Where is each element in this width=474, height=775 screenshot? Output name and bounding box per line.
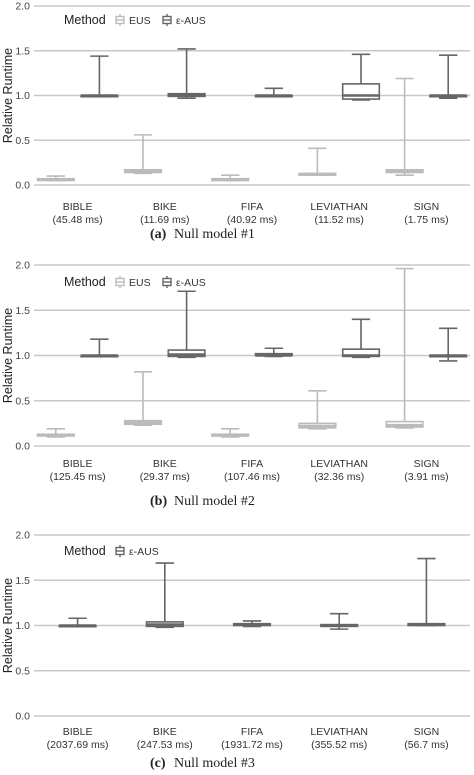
boxplot-EUS-BIBLE (36, 428, 75, 438)
category-label: LEVIATHAN (310, 201, 368, 213)
category-runtime-label: (11.69 ms) (140, 214, 189, 226)
legend-title: Method (64, 544, 106, 558)
legend: Method EUS ε-AUS (64, 13, 206, 27)
category-label: LEVIATHAN (310, 458, 368, 470)
category-label: SIGN (414, 201, 440, 213)
panel-caption: (c) Null model #3 (150, 756, 255, 771)
boxplot-ε-AUS-SIGN (407, 557, 446, 627)
category-runtime-label: (32.36 ms) (314, 471, 364, 483)
boxplot-ε-AUS-FIFA (254, 87, 293, 98)
category-runtime-label: (3.91 ms) (404, 471, 448, 483)
category-runtime-label: (355.52 ms) (311, 739, 367, 751)
caption-letter: (a) (150, 227, 167, 242)
category-label: LEVIATHAN (310, 726, 368, 738)
boxplot-ε-AUS-LEVIATHAN (341, 318, 381, 359)
boxplot-ε-AUS-SIGN (429, 327, 468, 362)
boxplot-EUS-BIBLE (36, 175, 75, 182)
boxplot-EUS-BIKE (123, 134, 163, 175)
chart-panel-3: 0.0 0.5 1.0 1.5 2.0 Relative Runtime BIBLE(203… (1, 530, 470, 771)
boxplot-ε-AUS-BIBLE (58, 617, 97, 628)
category-runtime-label: (125.45 ms) (50, 471, 106, 483)
y-tick-label: 1.5 (15, 575, 30, 587)
legend: Method EUS ε-AUS (64, 275, 206, 289)
caption-letter: (b) (150, 494, 167, 509)
y-tick-label: 0.0 (15, 441, 30, 453)
y-tick-label: 1.5 (15, 305, 30, 317)
legend: Method ε-AUS (64, 544, 159, 558)
category-runtime-label: (11.52 ms) (314, 214, 363, 226)
category-runtime-label: (45.48 ms) (53, 214, 103, 226)
panel-caption: (a) Null model #1 (150, 227, 255, 242)
y-tick-label: 0.0 (15, 711, 30, 723)
caption-text: Null model #2 (174, 494, 255, 509)
category-label: BIKE (153, 201, 177, 213)
category-label: BIBLE (63, 201, 93, 213)
boxplot-ε-AUS-BIKE (167, 290, 206, 359)
chart-panel-1: 0.0 0.5 1.0 1.5 2.0 Relative Runtime BIBLE(45.… (1, 1, 470, 242)
legend-label: ε-AUS (129, 546, 159, 558)
category-runtime-label: (29.37 ms) (140, 471, 190, 483)
legend-label: EUS (129, 277, 151, 289)
legend-label: ε-AUS (176, 15, 206, 27)
y-tick-label: 1.0 (15, 620, 30, 632)
y-axis-label: Relative Runtime (1, 308, 15, 403)
y-tick-label: 2.0 (15, 1, 30, 13)
boxplot-ε-AUS-FIFA (232, 620, 272, 628)
chart-panel-2: 0.0 0.5 1.0 1.5 2.0 Relative Runtime BIBLE(125… (1, 260, 470, 509)
boxplot-ε-AUS-BIKE (167, 48, 206, 99)
boxplot-EUS-LEVIATHAN (298, 147, 337, 176)
category-runtime-label: (1931.72 ms) (221, 739, 283, 751)
y-tick-label: 1.0 (15, 90, 30, 102)
boxplot-EUS-LEVIATHAN (298, 389, 337, 430)
category-label: FIFA (241, 458, 263, 470)
caption-text: Null model #3 (174, 756, 255, 771)
category-label: FIFA (241, 726, 263, 738)
y-tick-label: 0.0 (15, 180, 30, 192)
category-runtime-label: (1.75 ms) (404, 214, 448, 226)
category-label: BIBLE (63, 458, 93, 470)
legend-title: Method (64, 275, 106, 289)
boxplot-EUS-BIKE (123, 370, 163, 426)
category-label: SIGN (414, 726, 440, 738)
y-tick-label: 0.5 (15, 395, 30, 407)
boxplot-ε-AUS-SIGN (429, 54, 468, 99)
category-label: BIKE (153, 726, 177, 738)
boxplot-ε-AUS-LEVIATHAN (341, 53, 381, 101)
caption-text: Null model #1 (174, 227, 255, 242)
category-runtime-label: (40.92 ms) (227, 214, 277, 226)
category-label: SIGN (414, 458, 440, 470)
boxplot-EUS-FIFA (211, 428, 250, 438)
category-label: FIFA (241, 201, 263, 213)
y-tick-label: 1.0 (15, 350, 30, 362)
category-runtime-label: (2037.69 ms) (47, 739, 109, 751)
legend-title: Method (64, 13, 106, 27)
y-tick-label: 1.5 (15, 45, 30, 57)
y-tick-label: 2.0 (15, 530, 30, 542)
boxplot-ε-AUS-BIBLE (80, 55, 119, 98)
y-axis-label: Relative Runtime (1, 578, 15, 673)
category-label: BIBLE (63, 726, 93, 738)
y-tick-label: 0.5 (15, 665, 30, 677)
category-runtime-label: (56.7 ms) (404, 739, 448, 751)
panel-caption: (b) Null model #2 (150, 494, 255, 509)
legend-label: EUS (129, 15, 151, 27)
boxplot-EUS-FIFA (211, 174, 250, 182)
category-runtime-label: (107.46 ms) (224, 471, 280, 483)
y-tick-label: 2.0 (15, 260, 30, 272)
boxplot-ε-AUS-FIFA (254, 347, 293, 358)
boxplot-ε-AUS-BIBLE (80, 338, 119, 358)
boxplot-ε-AUS-BIKE (145, 562, 184, 629)
box-iqr (167, 349, 206, 358)
y-tick-label: 0.5 (15, 135, 30, 147)
boxplot-ε-AUS-LEVIATHAN (320, 612, 359, 630)
boxplot-EUS-SIGN (385, 77, 424, 176)
legend-label: ε-AUS (176, 277, 206, 289)
category-runtime-label: (247.53 ms) (137, 739, 193, 751)
boxplot-EUS-SIGN (385, 267, 424, 429)
y-axis-label: Relative Runtime (1, 48, 15, 143)
caption-letter: (c) (150, 756, 166, 771)
category-label: BIKE (153, 458, 177, 470)
